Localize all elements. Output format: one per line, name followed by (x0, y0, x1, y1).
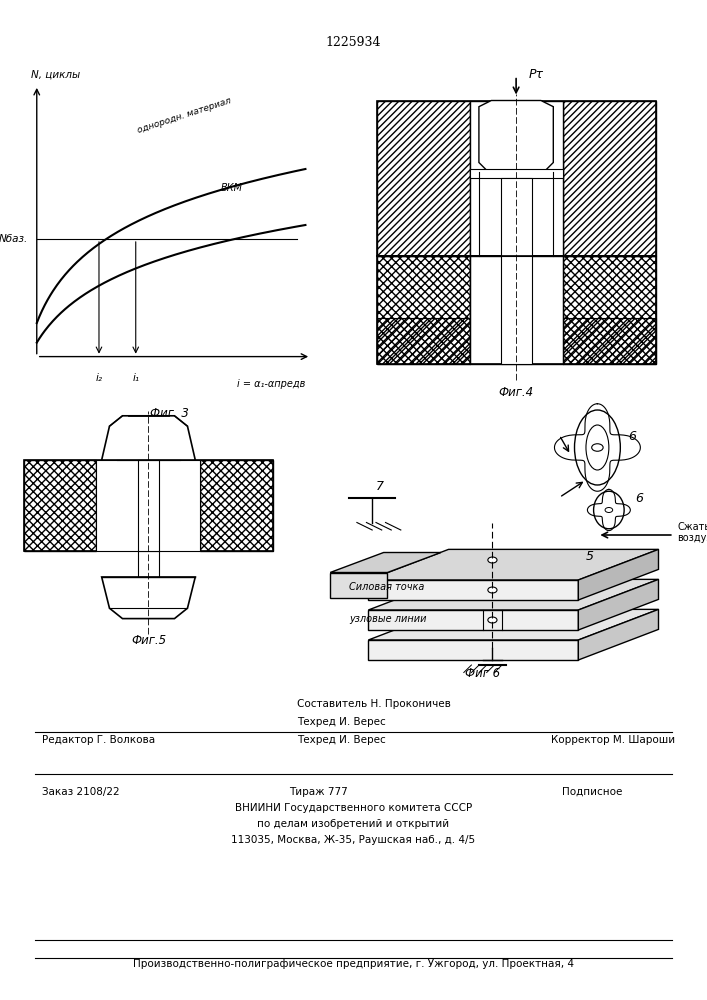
Bar (377, 318, 469, 364)
Bar (377, 101, 469, 255)
Bar (563, 101, 655, 255)
Polygon shape (479, 101, 554, 172)
Polygon shape (368, 640, 578, 660)
Circle shape (488, 587, 497, 593)
Text: Техред И. Верес: Техред И. Верес (297, 717, 386, 727)
Bar (138, 551, 159, 577)
Text: по делам изобретений и открытий: по делам изобретений и открытий (257, 819, 450, 829)
Polygon shape (578, 579, 658, 630)
Polygon shape (330, 572, 387, 597)
Ellipse shape (586, 425, 609, 470)
Text: Тираж 777: Тираж 777 (288, 787, 348, 797)
Text: Сжатый
воздух: Сжатый воздух (677, 522, 707, 543)
Polygon shape (368, 610, 578, 630)
Bar (563, 255, 655, 364)
Circle shape (488, 617, 497, 623)
Text: i₁: i₁ (132, 373, 139, 383)
Text: Силовая точка: Силовая точка (349, 582, 425, 592)
Polygon shape (102, 416, 195, 460)
Text: Техред И. Верес: Техред И. Верес (297, 735, 386, 745)
Bar (469, 169, 563, 178)
Text: Корректор М. Шароши: Корректор М. Шароши (551, 735, 676, 745)
Polygon shape (578, 609, 658, 660)
Text: Подписное: Подписное (562, 787, 622, 797)
Text: Заказ 2108/22: Заказ 2108/22 (42, 787, 120, 797)
Text: однородн. материал: однородн. материал (136, 96, 232, 135)
Polygon shape (368, 579, 658, 610)
Bar (138, 460, 159, 551)
Bar (469, 101, 563, 255)
Text: 7: 7 (376, 480, 384, 493)
Text: 1225934: 1225934 (326, 36, 381, 49)
Text: Редактор Г. Волкова: Редактор Г. Волкова (42, 735, 156, 745)
Text: Фиг 6: Фиг 6 (465, 667, 501, 680)
Text: Фиг.4: Фиг.4 (498, 386, 534, 399)
Polygon shape (368, 549, 658, 580)
Bar (377, 101, 655, 255)
Text: Составитель Н. Проконичев: Составитель Н. Проконичев (297, 699, 451, 709)
Ellipse shape (575, 410, 620, 485)
Bar (377, 255, 655, 364)
Text: узловые линии: узловые линии (349, 614, 427, 624)
Text: 6: 6 (628, 430, 636, 443)
Bar (501, 255, 532, 364)
Text: ВНИИНИ Государственного комитета СССР: ВНИИНИ Государственного комитета СССР (235, 803, 472, 813)
Text: Производственно-полиграфическое предприятие, г. Ужгород, ул. Проектная, 4: Производственно-полиграфическое предприя… (133, 959, 574, 969)
Bar (23, 460, 96, 551)
Text: Фиг.5: Фиг.5 (131, 634, 166, 647)
Bar (96, 460, 201, 551)
Bar (501, 178, 532, 255)
Bar (563, 318, 655, 364)
Text: N, циклы: N, циклы (31, 69, 81, 79)
Ellipse shape (594, 491, 624, 529)
Text: Pτ: Pτ (529, 68, 544, 81)
Text: 6: 6 (636, 492, 643, 506)
Text: ВКМ: ВКМ (221, 183, 243, 193)
Text: i = α₁-αпредв: i = α₁-αпредв (237, 379, 305, 389)
Text: i₂: i₂ (95, 373, 103, 383)
Polygon shape (578, 549, 658, 600)
Text: 113035, Москва, Ж-35, Раушская наб., д. 4/5: 113035, Москва, Ж-35, Раушская наб., д. … (231, 835, 476, 845)
Bar (377, 255, 469, 364)
Circle shape (488, 557, 497, 563)
Circle shape (605, 508, 613, 512)
Polygon shape (368, 580, 578, 600)
Circle shape (592, 444, 603, 451)
Polygon shape (330, 552, 441, 572)
Polygon shape (102, 577, 195, 619)
Bar (23, 460, 274, 551)
Bar (201, 460, 274, 551)
Text: 5: 5 (586, 550, 594, 563)
Text: Nбаз.: Nбаз. (0, 234, 28, 244)
Text: Фиг. 3: Фиг. 3 (151, 407, 189, 420)
Bar (469, 255, 563, 364)
Polygon shape (368, 609, 658, 640)
